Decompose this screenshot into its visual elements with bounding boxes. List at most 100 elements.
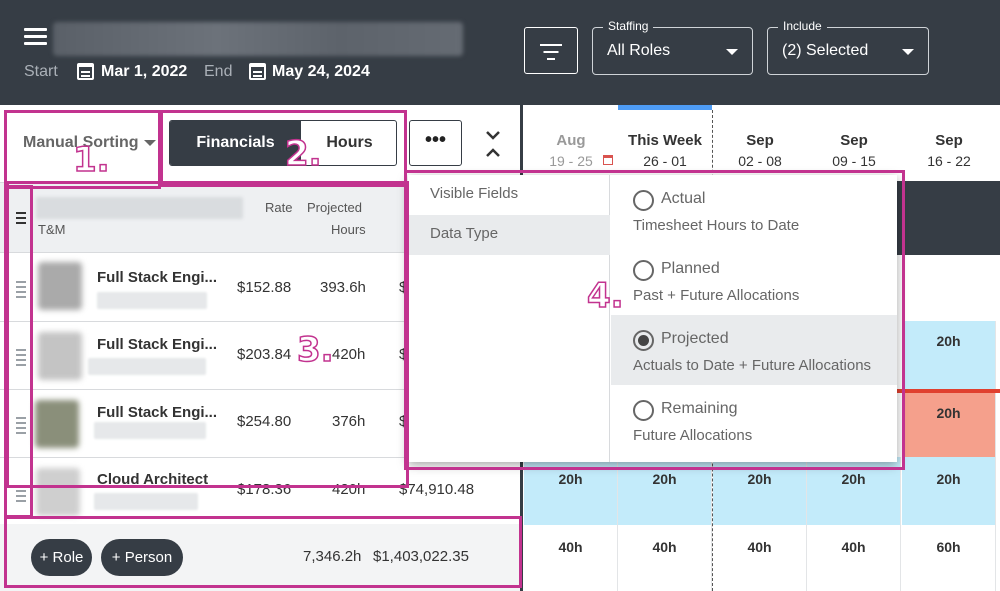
role-title[interactable]: Full Stack Engi... (97, 404, 218, 421)
menu-icon[interactable] (24, 28, 47, 45)
radio-icon[interactable] (633, 400, 654, 421)
col-hours: Hours (331, 222, 366, 237)
group-name-redacted (36, 197, 243, 219)
view-toggle: Financials Hours (169, 120, 397, 166)
staffing-caption: Staffing (603, 19, 654, 33)
popover-menu: Visible Fields Data Type (408, 175, 610, 462)
avatar (35, 400, 79, 448)
person-name-redacted (97, 292, 207, 309)
week-name: Aug (556, 132, 586, 149)
end-label: End (204, 63, 233, 80)
data-type-popover: Visible Fields Data Type Actual Timeshee… (408, 175, 897, 462)
calendar-icon[interactable] (249, 63, 266, 80)
option-actual[interactable]: Actual Timesheet Hours to Date (611, 175, 897, 245)
week-name: This Week (628, 132, 702, 149)
drag-handle-icon[interactable] (16, 417, 26, 437)
calendar-icon[interactable] (77, 63, 94, 80)
start-label: Start (24, 63, 58, 80)
add-role-button[interactable]: + Role (31, 539, 92, 576)
filter-button[interactable] (524, 27, 578, 74)
rate-cell: $203.84 (237, 346, 292, 363)
toggle-financials[interactable]: Financials (170, 121, 301, 165)
week-range: 09 - 15 (832, 153, 876, 169)
rate-cell: $152.88 (237, 279, 292, 296)
role-title[interactable]: Cloud Architect (97, 471, 209, 488)
week-name: Sep (840, 132, 868, 149)
week-name: Sep (746, 132, 774, 149)
avatar (36, 468, 80, 516)
project-title-redacted (53, 22, 463, 56)
group-label: T&M (38, 222, 66, 237)
week-name: Sep (935, 132, 963, 149)
annotation-box-3c (4, 516, 522, 588)
include-value: (2) Selected (782, 42, 869, 59)
end-date[interactable]: May 24, 2024 (272, 63, 370, 80)
chevron-down-icon[interactable] (144, 140, 156, 146)
drag-handle-icon[interactable] (16, 281, 26, 301)
annotation-label-2: 2. (284, 133, 322, 175)
col-projected: Projected (307, 200, 362, 215)
staffing-select[interactable]: Staffing All Roles (592, 19, 753, 75)
total-cell: 40h (807, 525, 901, 591)
group-header-bar (895, 181, 1000, 255)
include-select[interactable]: Include (2) Selected (767, 19, 929, 75)
drag-handle-icon[interactable] (16, 349, 26, 369)
hours-cell: 420h (332, 346, 366, 363)
radio-icon[interactable] (633, 190, 654, 211)
week-column[interactable]: Sep 16 - 22 (902, 132, 996, 169)
more-options-button[interactable]: ••• (409, 120, 462, 166)
person-name-redacted (88, 358, 206, 375)
total-cell: 60h (902, 525, 996, 591)
toggle-hours[interactable]: Hours (326, 134, 373, 151)
col-rate: Rate (265, 200, 293, 215)
grid-cell[interactable]: 20h (902, 457, 996, 525)
add-person-button[interactable]: + Person (101, 539, 183, 576)
week-column[interactable]: Aug 19 - 25 (524, 132, 618, 169)
annotation-label-1: 1. (72, 139, 110, 181)
collapse-icon[interactable] (482, 128, 504, 160)
option-title: Remaining (661, 400, 738, 417)
week-column[interactable]: This Week 26 - 01 (618, 132, 712, 169)
total-cell: 40h (713, 525, 807, 591)
total-amount: $1,403,022.35 (373, 548, 469, 565)
avatar (38, 332, 82, 380)
drag-handle-icon[interactable] (16, 212, 26, 227)
option-remaining[interactable]: Remaining Future Allocations (611, 385, 897, 455)
overallocation-bar (895, 389, 1000, 393)
annotation-label-3: 3. (296, 329, 334, 371)
total-hours: 7,346.2h (303, 548, 362, 565)
menu-data-type[interactable]: Data Type (408, 215, 610, 255)
week-range: 16 - 22 (927, 153, 971, 169)
total-cell: 40h (524, 525, 618, 591)
week-range: 02 - 08 (738, 153, 782, 169)
radio-selected-icon[interactable] (633, 330, 654, 351)
grid-cell[interactable]: 20h (902, 321, 996, 389)
option-projected[interactable]: Projected Actuals to Date + Future Alloc… (611, 315, 897, 385)
amount-cell: $74,910.48 (399, 481, 475, 498)
option-planned[interactable]: Planned Past + Future Allocations (611, 245, 897, 315)
option-desc: Future Allocations (633, 427, 753, 444)
person-name-redacted (94, 422, 206, 439)
include-caption: Include (778, 19, 827, 33)
annotation-label-4: 4. (586, 275, 624, 317)
role-title[interactable]: Full Stack Engi... (97, 336, 218, 353)
sort-dropdown[interactable]: Manual Sorting (23, 134, 139, 151)
total-cell: 40h (618, 525, 712, 591)
role-title[interactable]: Full Stack Engi... (97, 269, 218, 286)
week-column[interactable]: Sep 09 - 15 (807, 132, 901, 169)
menu-visible-fields[interactable]: Visible Fields (430, 185, 519, 202)
filter-icon (540, 44, 562, 46)
week-column[interactable]: Sep 02 - 08 (713, 132, 807, 169)
hours-cell: 376h (332, 413, 366, 430)
option-desc: Timesheet Hours to Date (633, 217, 800, 234)
rate-cell: $254.80 (237, 413, 292, 430)
radio-icon[interactable] (633, 260, 654, 281)
hours-cell: 393.6h (320, 279, 366, 296)
start-date[interactable]: Mar 1, 2022 (101, 63, 188, 80)
calendar-alert-icon (603, 155, 613, 165)
annotation-box-4 (404, 170, 905, 470)
amount-cell: $ (399, 413, 408, 430)
grid-cell[interactable]: 20h (902, 393, 996, 457)
week-range: 26 - 01 (643, 153, 687, 169)
